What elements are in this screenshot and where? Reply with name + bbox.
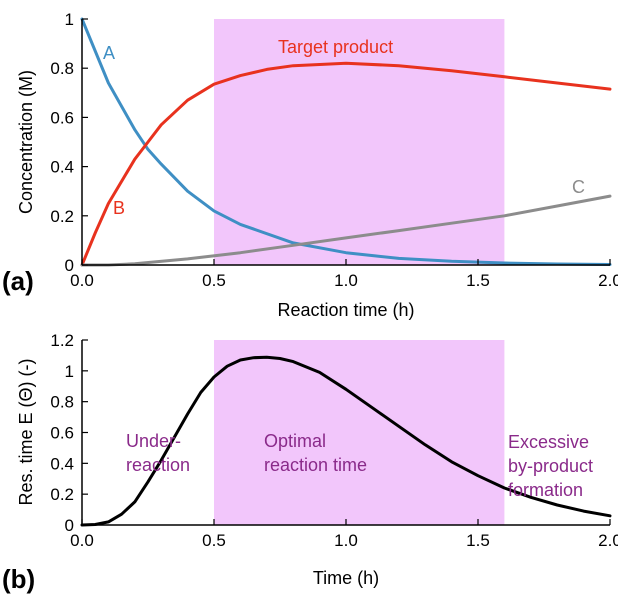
y-tick-label: 0.4 <box>50 454 74 473</box>
x-axis-label-a: Reaction time (h) <box>277 300 414 320</box>
y-tick-label: 0.6 <box>50 424 74 443</box>
excessive-label-2: by-product <box>508 456 593 476</box>
y-axis-label-a: Concentration (M) <box>16 70 36 214</box>
x-tick-label: 1.5 <box>466 531 490 550</box>
x-tick-label: 1.0 <box>334 531 358 550</box>
panel-label-a: (a) <box>2 266 34 296</box>
x-tick-label: 1.5 <box>466 271 490 290</box>
target-product-label: Target product <box>278 37 393 57</box>
series-line-a-c <box>80 194 612 267</box>
y-tick-label: 0.8 <box>50 59 74 78</box>
x-tick-label: 0.5 <box>202 271 226 290</box>
excessive-label-3: formation <box>508 480 583 500</box>
series-line-a-a <box>80 17 612 266</box>
optimal-label-2: reaction time <box>264 455 367 475</box>
y-tick-label: 1 <box>65 362 74 381</box>
optimal-label-1: Optimal <box>264 431 326 451</box>
y-tick-label: 0.2 <box>50 207 74 226</box>
series-line-a-b <box>80 61 612 267</box>
y-tick-label: 1 <box>65 10 74 29</box>
y-tick-label: 0.8 <box>50 393 74 412</box>
y-tick-label: 0.4 <box>50 158 74 177</box>
y-tick-label: 1.2 <box>50 331 74 350</box>
y-tick-label: 0 <box>65 256 74 275</box>
x-tick-label: 0.5 <box>202 531 226 550</box>
x-tick-label: 0.0 <box>70 271 94 290</box>
excessive-label-1: Excessive <box>508 432 589 452</box>
concentration-chart: 0.0 0.5 1.0 1.5 2.0 0 0.2 0.4 0.6 0.8 1 Reaction t… <box>2 10 618 320</box>
y-tick-label: 0 <box>65 516 74 535</box>
y-tick-label: 0.6 <box>50 108 74 127</box>
shaded-region-b <box>214 340 505 525</box>
x-tick-label: 0.0 <box>70 531 94 550</box>
y-tick-label: 0.2 <box>50 485 74 504</box>
under-reaction-label-1: Under- <box>126 431 181 451</box>
y-axis-label-b: Res. time E (Θ) (-) <box>16 359 36 506</box>
residence-time-chart: 0.0 0.5 1.0 1.5 2.0 0 0.2 0.4 0.6 0.8 1 1.2 Time (h… <box>2 331 618 594</box>
panel-label-b: (b) <box>2 564 35 594</box>
series-label-b: B <box>113 198 125 218</box>
series-line-b-e <box>80 355 612 527</box>
x-axis-label-b: Time (h) <box>313 568 379 588</box>
series-label-c: C <box>572 177 585 197</box>
x-tick-label: 2.0 <box>598 271 618 290</box>
under-reaction-label-2: reaction <box>126 455 190 475</box>
x-tick-label: 2.0 <box>598 531 618 550</box>
x-tick-label: 1.0 <box>334 271 358 290</box>
series-label-a: A <box>103 43 115 63</box>
